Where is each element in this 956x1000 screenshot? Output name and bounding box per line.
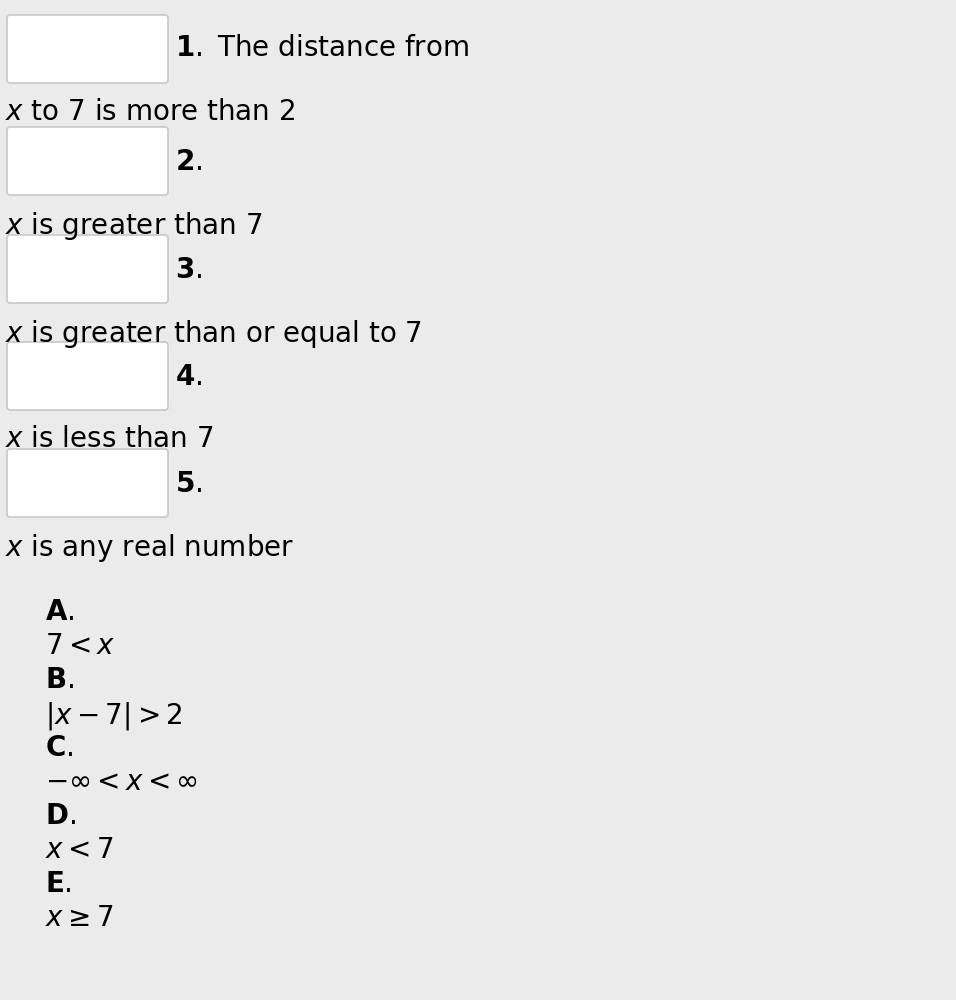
Text: $x$ to 7 is more than 2: $x$ to 7 is more than 2 — [5, 98, 295, 126]
Text: $-\infty < x < \infty$: $-\infty < x < \infty$ — [45, 768, 198, 796]
FancyBboxPatch shape — [7, 342, 168, 410]
Text: $7 < x$: $7 < x$ — [45, 632, 116, 660]
FancyBboxPatch shape — [7, 235, 168, 303]
Text: $x$ is greater than or equal to 7: $x$ is greater than or equal to 7 — [5, 318, 422, 350]
Text: $\mathbf{D}.$: $\mathbf{D}.$ — [45, 802, 76, 830]
Text: $\mathbf{3}.$: $\mathbf{3}.$ — [175, 256, 202, 284]
Text: $\mathbf{2}.$: $\mathbf{2}.$ — [175, 148, 202, 176]
Text: $\mathbf{E}.$: $\mathbf{E}.$ — [45, 870, 72, 898]
Text: $x$ is less than 7: $x$ is less than 7 — [5, 425, 213, 453]
Text: $x < 7$: $x < 7$ — [45, 836, 114, 864]
FancyBboxPatch shape — [7, 15, 168, 83]
Text: $\mathbf{1}.$ The distance from: $\mathbf{1}.$ The distance from — [175, 34, 469, 62]
Text: $x$ is greater than 7: $x$ is greater than 7 — [5, 210, 262, 242]
FancyBboxPatch shape — [7, 127, 168, 195]
Text: $\mathbf{A}.$: $\mathbf{A}.$ — [45, 598, 75, 626]
Text: $|x - 7| > 2$: $|x - 7| > 2$ — [45, 700, 183, 732]
Text: $\mathbf{C}.$: $\mathbf{C}.$ — [45, 734, 74, 762]
Text: $x$ is any real number: $x$ is any real number — [5, 532, 294, 564]
Text: $\mathbf{5}.$: $\mathbf{5}.$ — [175, 470, 202, 498]
FancyBboxPatch shape — [7, 449, 168, 517]
Text: $x \geq 7$: $x \geq 7$ — [45, 904, 114, 932]
Text: $\mathbf{4}.$: $\mathbf{4}.$ — [175, 363, 202, 391]
Text: $\mathbf{B}.$: $\mathbf{B}.$ — [45, 666, 74, 694]
